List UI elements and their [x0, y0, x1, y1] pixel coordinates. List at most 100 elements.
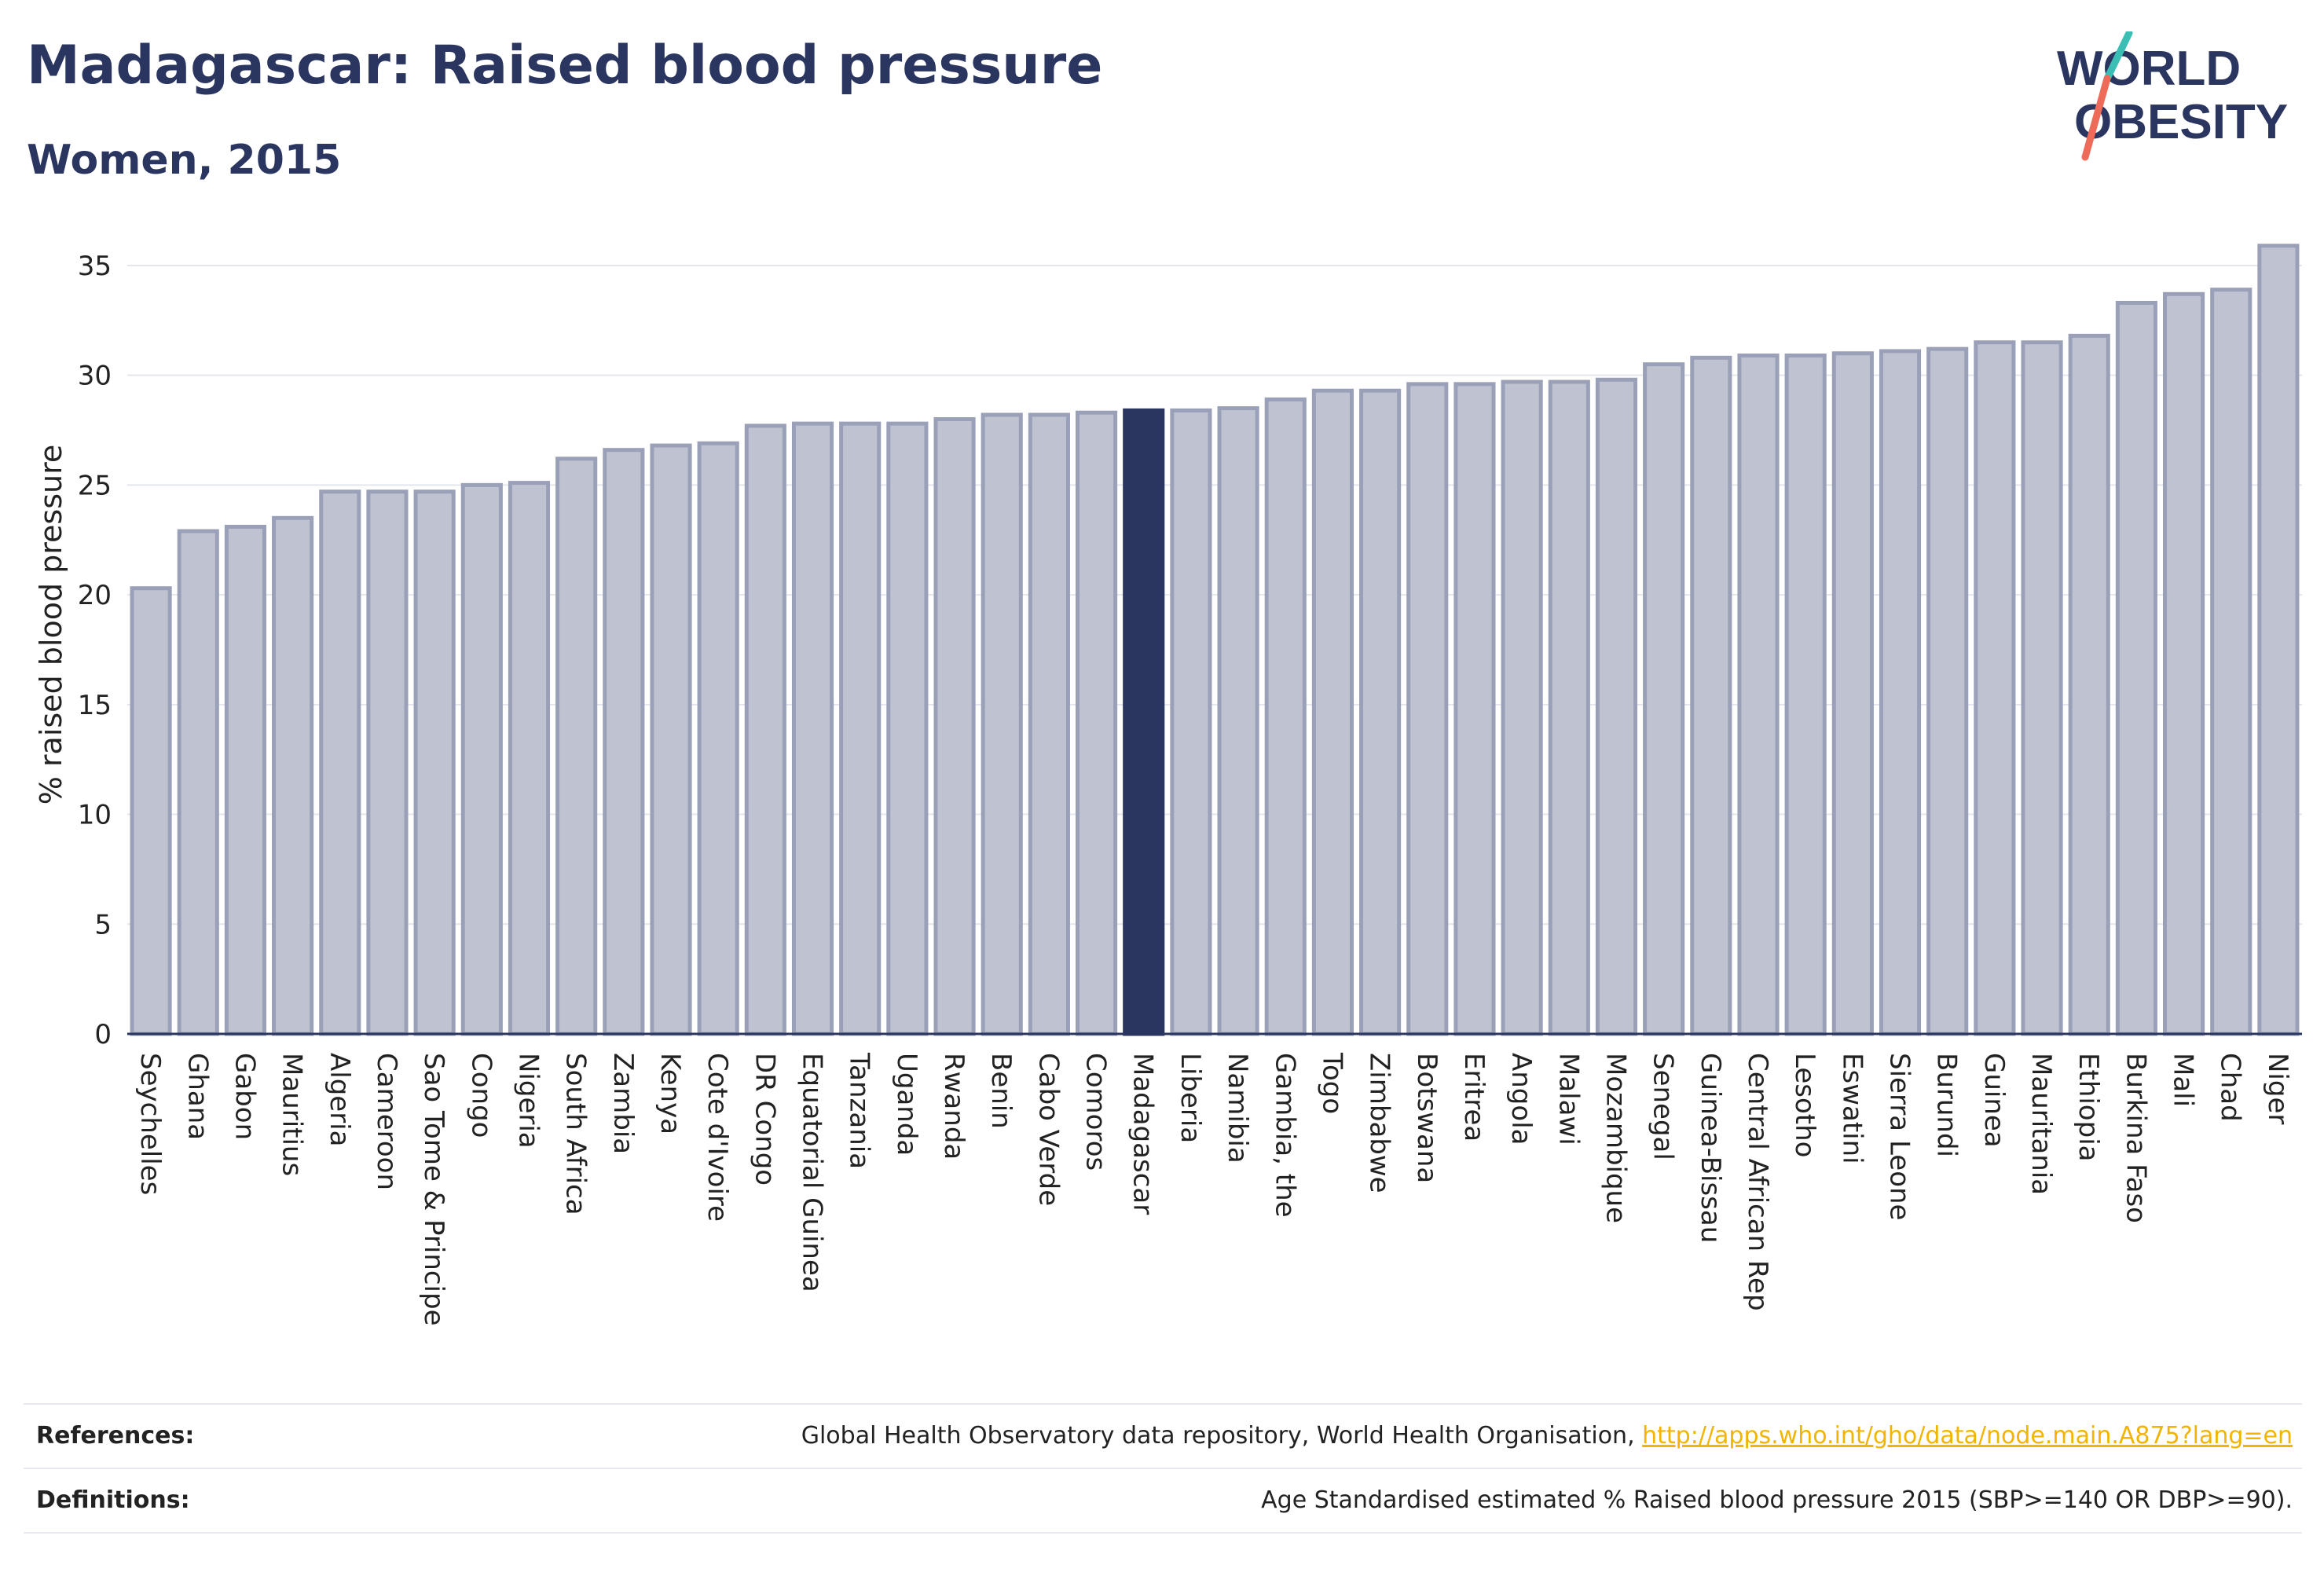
definitions-label: Definitions:: [36, 1486, 190, 1514]
bar: [1831, 351, 1874, 1036]
bar: [1453, 382, 1496, 1036]
x-tick-label: Eswatini: [1836, 1053, 1868, 1164]
page-subtitle: Women, 2015: [27, 137, 342, 184]
y-tick-label: 35: [78, 251, 112, 282]
x-tick-label: DR Congo: [749, 1053, 780, 1186]
x-tick-label: Gambia, the: [1269, 1053, 1300, 1218]
x-tick-label: Guinea: [1978, 1053, 2010, 1148]
definitions-text: Age Standardised estimated % Raised bloo…: [1261, 1486, 2293, 1514]
bar: [1548, 379, 1590, 1036]
x-tick-label: Cabo Verde: [1032, 1053, 1064, 1206]
bar: [933, 417, 976, 1036]
references-text: Global Health Observatory data repositor…: [801, 1422, 1643, 1450]
bar: [2257, 244, 2300, 1036]
bar: [1170, 408, 1212, 1036]
bar: [1501, 379, 1543, 1036]
page-title: Madagascar: Raised blood pressure: [27, 35, 1103, 97]
bar: [744, 423, 786, 1036]
y-tick-label: 5: [94, 909, 112, 940]
x-tick-label: South Africa: [560, 1053, 592, 1215]
bar: [791, 421, 834, 1036]
x-tick-label: Mauritania: [2025, 1053, 2057, 1195]
logo-line1: WORLD: [2057, 42, 2241, 96]
x-tick-label: Mauritius: [277, 1053, 308, 1176]
bar: [981, 412, 1023, 1036]
bar: [650, 443, 692, 1036]
bar: [1879, 349, 1922, 1036]
y-tick-label: 0: [94, 1019, 112, 1050]
world-obesity-logo: WORLD OBESITY: [2057, 31, 2288, 161]
bar: [272, 515, 314, 1036]
x-tick-label: Central African Rep: [1742, 1053, 1773, 1311]
bar: [555, 456, 598, 1036]
bar: [1643, 362, 1685, 1036]
references-value: Global Health Observatory data repositor…: [801, 1422, 2293, 1450]
x-tick-label: Gabon: [229, 1053, 260, 1140]
bar: [697, 441, 739, 1036]
bar: [603, 448, 645, 1036]
x-tick-label: Eritrea: [1458, 1053, 1490, 1142]
references-link[interactable]: http://apps.who.int/gho/data/node.main.A…: [1642, 1422, 2293, 1450]
bar: [1690, 355, 1732, 1036]
x-tick-label: Cameroon: [371, 1053, 402, 1190]
bar: [1974, 340, 2016, 1036]
bar-chart: 0 5 10 15 20 25 30 35 Seychelles Ghana Gabon Mauri…: [34, 244, 2302, 1326]
bar: [177, 529, 219, 1036]
footer-divider: [24, 1532, 2302, 1534]
x-tick-label: Liberia: [1175, 1053, 1206, 1143]
x-tick-label: Niger: [2262, 1053, 2293, 1124]
x-tick-label: Zimbabwe: [1364, 1053, 1395, 1193]
references-row: References: Global Health Observatory da…: [24, 1403, 2302, 1469]
bar: [2162, 291, 2205, 1036]
x-tick-label: Congo: [465, 1053, 497, 1138]
bar: [2068, 333, 2110, 1036]
bar: [1926, 346, 1969, 1036]
x-tick-label: Zambia: [607, 1053, 639, 1154]
bar: [1595, 377, 1638, 1036]
x-tick-label: Burkina Faso: [2120, 1053, 2151, 1223]
x-tick-label: Ethiopia: [2073, 1053, 2104, 1161]
y-tick-label: 10: [78, 800, 112, 831]
bar: [886, 421, 929, 1036]
bar: [1311, 388, 1354, 1036]
x-tick-label: Seychelles: [134, 1053, 166, 1195]
definitions-row: Definitions: Age Standardised estimated …: [24, 1468, 2302, 1534]
logo-slash-coral-icon: [2081, 75, 2111, 161]
x-tick-label: Sao Tome & Principe: [418, 1053, 449, 1326]
bar: [508, 481, 551, 1036]
x-tick-label: Burundi: [1931, 1053, 1963, 1157]
bar: [839, 421, 882, 1036]
bar: [130, 586, 172, 1036]
x-tick-label: Cote d'Ivoire: [702, 1053, 733, 1222]
y-tick-label: 25: [78, 470, 112, 501]
bar: [1406, 382, 1449, 1036]
x-tick-label: Ghana: [181, 1053, 213, 1140]
y-tick-label: 15: [78, 690, 112, 721]
bar: [2115, 300, 2157, 1036]
x-tick-label: Mozambique: [1600, 1053, 1631, 1223]
bar: [319, 489, 361, 1036]
x-tick-label: Mali: [2168, 1053, 2199, 1107]
y-tick-label: 20: [78, 580, 112, 611]
x-tick-labels: Seychelles Ghana Gabon Mauritius Algeria Came…: [134, 1052, 2293, 1326]
x-tick-label: Rwanda: [938, 1053, 970, 1160]
x-tick-label: Lesotho: [1789, 1053, 1820, 1157]
bar: [366, 489, 409, 1036]
bar: [1264, 397, 1307, 1036]
x-tick-label: Togo: [1316, 1052, 1347, 1114]
bar: [224, 524, 267, 1036]
x-tick-label: Namibia: [1222, 1053, 1253, 1164]
x-tick-label: Botswana: [1411, 1053, 1442, 1183]
bar: [1217, 406, 1259, 1036]
y-tick-labels: 0 5 10 15 20 25 30 35: [78, 251, 112, 1050]
x-tick-label: Benin: [985, 1053, 1017, 1129]
x-tick-label: Uganda: [891, 1053, 922, 1156]
x-tick-label: Sierra Leone: [1884, 1053, 1915, 1220]
x-tick-label: Tanzania: [844, 1052, 875, 1169]
bar: [1737, 354, 1780, 1036]
x-tick-label: Algeria: [324, 1053, 355, 1146]
x-tick-label: Malawi: [1552, 1053, 1584, 1145]
bar: [413, 489, 456, 1036]
x-tick-label: Nigeria: [512, 1053, 544, 1149]
bar: [1784, 354, 1827, 1036]
